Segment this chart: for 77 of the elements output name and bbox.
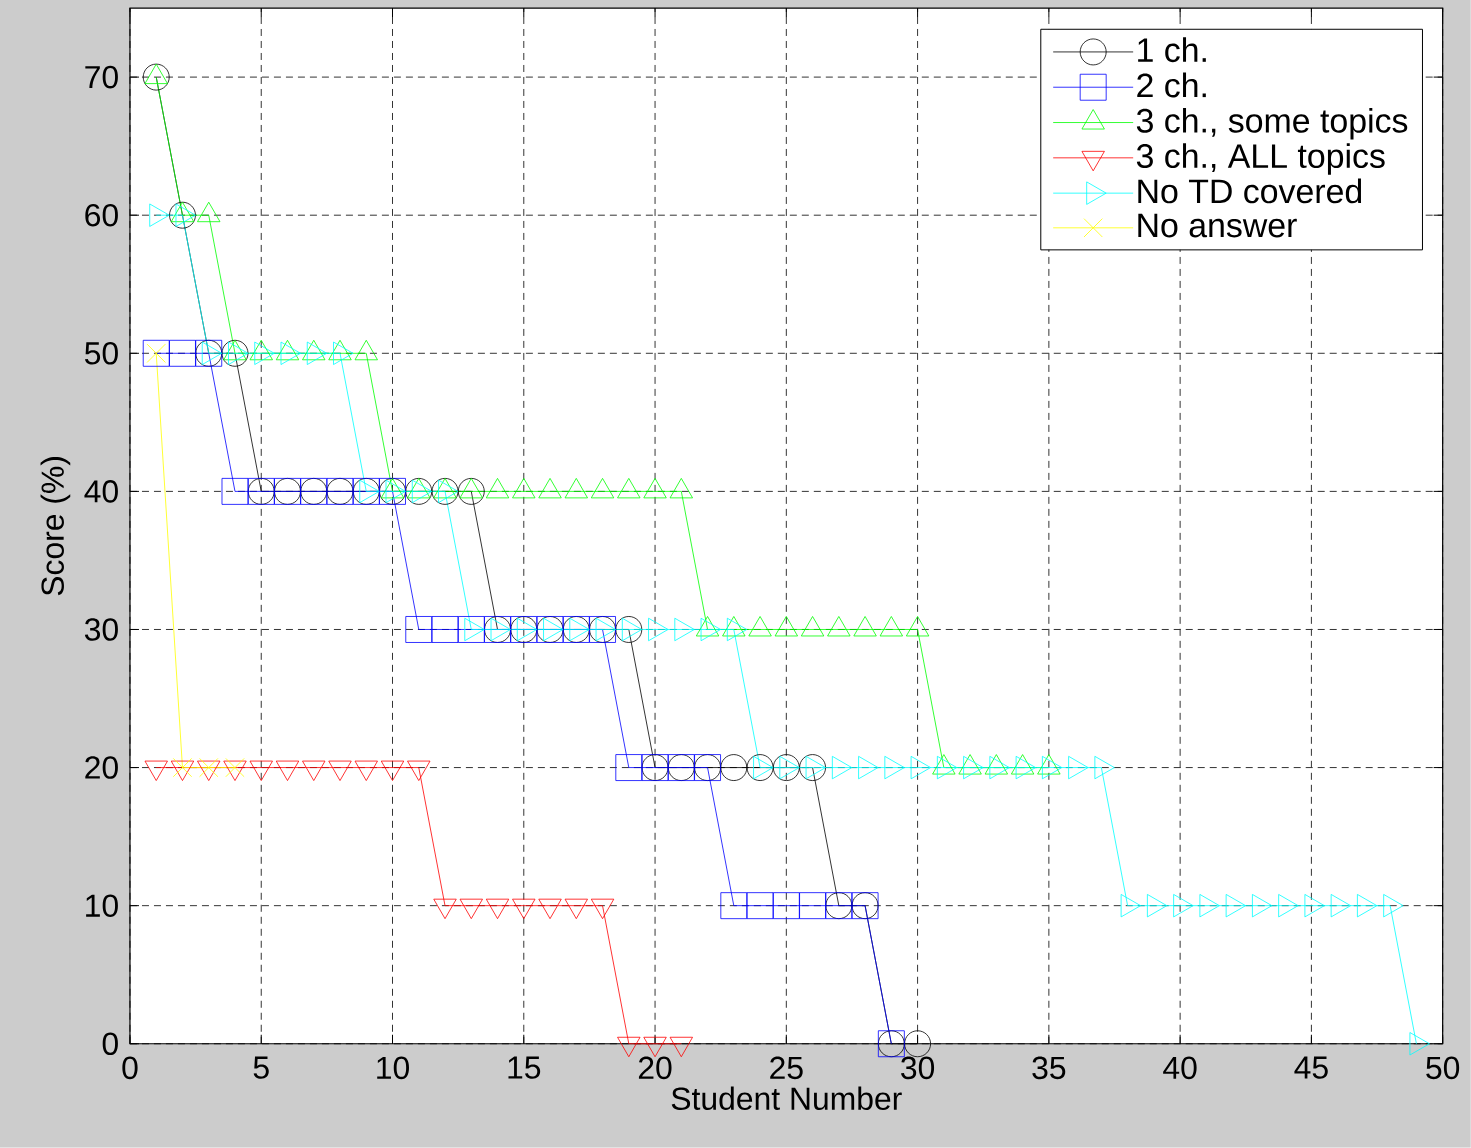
y-tick-label: 0 xyxy=(102,1032,118,1056)
point xyxy=(1357,894,1378,918)
point xyxy=(799,754,826,782)
x-tick-label: 50 xyxy=(1426,1056,1460,1080)
y-tick-label: 50 xyxy=(84,342,118,365)
point xyxy=(720,754,748,782)
point xyxy=(431,616,459,643)
point xyxy=(746,754,774,782)
point xyxy=(615,754,643,782)
point xyxy=(674,617,695,642)
x-tick-label: 40 xyxy=(1163,1056,1197,1080)
point xyxy=(884,756,905,780)
point xyxy=(805,756,826,780)
point xyxy=(221,340,249,367)
point xyxy=(1015,756,1036,780)
legend-label: 3 ch., some topics xyxy=(1136,108,1408,140)
point xyxy=(1068,756,1089,780)
legend-label: 1 ch. xyxy=(1138,37,1206,63)
point xyxy=(1278,894,1299,918)
point xyxy=(989,756,1010,780)
x-tick-label: 35 xyxy=(1032,1056,1066,1080)
y-tick-label: 30 xyxy=(84,618,118,641)
point xyxy=(1199,894,1220,918)
point xyxy=(753,756,774,780)
legend-label: 3 ch., ALL topics xyxy=(1136,143,1385,175)
legend-label: 2 ch. xyxy=(1137,72,1206,98)
point xyxy=(799,892,826,920)
point xyxy=(772,754,800,782)
point xyxy=(1225,894,1247,918)
x-tick-label: 5 xyxy=(253,1056,269,1079)
x-axis-title: Student Number xyxy=(671,1086,902,1111)
point xyxy=(746,892,774,920)
point xyxy=(726,617,748,642)
y-tick-label: 60 xyxy=(85,204,118,227)
legend-label: No answer xyxy=(1138,213,1297,238)
x-tick-label: 30 xyxy=(901,1056,935,1080)
x-tick-label: 0 xyxy=(122,1056,138,1080)
point xyxy=(963,756,984,780)
y-axis-title: Score (%) xyxy=(40,457,71,596)
point xyxy=(1094,756,1115,780)
point xyxy=(1173,894,1194,918)
point xyxy=(831,756,853,780)
point xyxy=(1304,894,1325,918)
y-tick-label: 40 xyxy=(84,480,118,503)
x-tick-label: 20 xyxy=(638,1056,672,1080)
point xyxy=(431,478,459,505)
x-tick-label: 10 xyxy=(377,1056,409,1080)
y-tick-label: 10 xyxy=(86,894,118,918)
point xyxy=(1041,756,1063,780)
point xyxy=(1146,894,1168,918)
point xyxy=(772,892,800,920)
x-tick-label: 45 xyxy=(1294,1056,1328,1079)
point xyxy=(221,478,249,505)
x-tick-label: 25 xyxy=(770,1056,803,1080)
y-tick-label: 70 xyxy=(85,65,118,89)
point xyxy=(142,63,170,91)
point xyxy=(169,340,196,367)
point xyxy=(457,616,485,643)
x-tick-label: 15 xyxy=(508,1056,541,1079)
point xyxy=(700,617,721,642)
point xyxy=(720,892,748,920)
point xyxy=(1383,894,1404,918)
y-tick-label: 20 xyxy=(85,756,118,779)
point xyxy=(1251,894,1273,918)
point xyxy=(858,756,879,780)
point xyxy=(1330,894,1352,918)
point xyxy=(457,478,485,505)
point xyxy=(169,201,196,229)
point xyxy=(779,756,800,780)
point xyxy=(405,616,433,643)
point xyxy=(936,756,958,780)
legend-label: No TD covered xyxy=(1138,178,1362,204)
point xyxy=(615,616,643,643)
point xyxy=(1120,894,1142,918)
point xyxy=(405,478,433,505)
point xyxy=(1409,1032,1430,1056)
point xyxy=(910,756,931,780)
